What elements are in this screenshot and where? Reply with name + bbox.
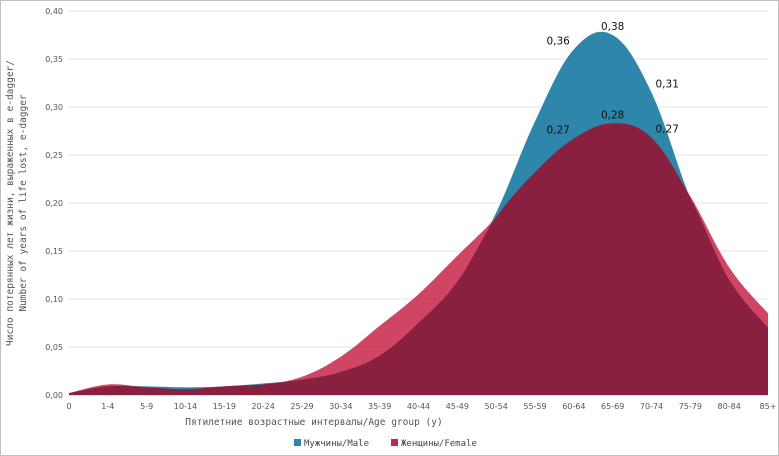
legend-label-male: Мужчины/Male [304,439,369,449]
y-tick-label: 0,00 [45,391,63,400]
data-labels: 0,36 0,38 0,31 0,27 0,28 0,27 [546,21,678,137]
y-axis-ticks: 0,00 0,05 0,10 0,15 0,20 0,25 0,30 0,35 0,40 [45,7,63,400]
data-label: 0,27 [546,125,569,137]
y-tick-label: 0,15 [45,247,63,256]
x-tick-label: 75-79 [679,402,702,411]
x-axis-ticks: 0 1-4 5-9 10-14 15-19 20-24 25-29 30-34 35-39 40-… [66,402,776,411]
y-tick-label: 0,05 [45,343,63,352]
x-tick-label: 80-84 [718,402,741,411]
y-tick-label: 0,30 [45,103,63,112]
x-tick-label: 30-34 [329,402,352,411]
y-tick-label: 0,40 [45,7,63,16]
y-axis-title-line2: Number of years of life lost, e-dagger [18,94,29,312]
x-tick-label: 50-54 [485,402,508,411]
legend-swatch-female [391,439,398,446]
y-axis-title-line1: Число потерянных лет жизни, выраженных в… [5,60,16,346]
x-tick-label: 85+ [760,402,777,411]
x-tick-label: 35-39 [368,402,391,411]
y-tick-label: 0,25 [45,151,63,160]
x-tick-label: 1-4 [101,402,114,411]
legend-swatch-male [294,439,301,446]
x-tick-label: 60-64 [562,402,585,411]
x-tick-label: 10-14 [174,402,197,411]
data-label: 0,28 [601,109,624,121]
x-tick-label: 40-44 [407,402,430,411]
x-tick-label: 20-24 [252,402,275,411]
data-label: 0,38 [601,21,624,33]
y-tick-label: 0,20 [45,199,63,208]
gridlines [69,10,768,396]
data-label: 0,31 [656,79,679,91]
x-tick-label: 65-69 [601,402,624,411]
x-tick-label: 45-49 [446,402,469,411]
legend-label-female: Женщины/Female [401,439,477,449]
x-tick-label: 0 [66,402,71,411]
x-axis-title: Пятилетние возрастные интервалы/Age grou… [185,417,442,428]
y-tick-label: 0,35 [45,55,63,64]
x-tick-label: 70-74 [640,402,663,411]
x-tick-label: 15-19 [213,402,236,411]
legend: Мужчины/Male Женщины/Female [294,439,477,449]
y-tick-label: 0,10 [45,295,63,304]
x-tick-label: 5-9 [140,402,153,411]
data-label: 0,27 [656,124,679,136]
x-tick-label: 55-59 [523,402,546,411]
series-overlap-area [69,123,768,395]
x-tick-label: 25-29 [290,402,313,411]
series-areas [69,31,768,395]
data-label: 0,36 [546,35,570,47]
